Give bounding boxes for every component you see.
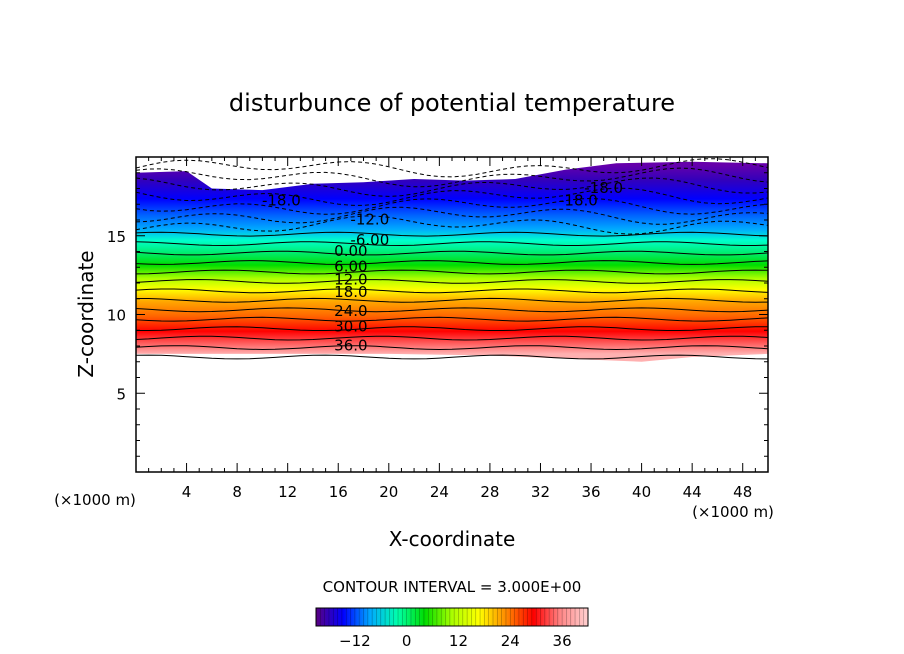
contour-line <box>136 345 768 351</box>
contour-line <box>136 269 768 275</box>
colorbar: −12 0 12 24 36 <box>315 607 589 650</box>
contour-label: 30.0 <box>334 318 367 336</box>
contour-line <box>136 158 768 178</box>
contour-line <box>136 260 768 265</box>
y-axis-unit: (×1000 m) <box>54 491 136 509</box>
contour-label: 24.0 <box>334 302 367 320</box>
contour-label: -18.0 <box>584 179 623 197</box>
contour-label: 0.00 <box>334 242 367 260</box>
contour-line <box>136 241 768 247</box>
contour-line <box>136 335 768 341</box>
contour-label: 6.00 <box>334 258 367 276</box>
contour-line <box>136 231 768 237</box>
contour-label: -6.00 <box>350 231 389 249</box>
colorbar-tick-label: 36 <box>553 632 572 650</box>
contour-line <box>136 288 768 294</box>
x-tick-label: 32 <box>531 483 550 501</box>
contour-line <box>136 187 768 206</box>
contour-line <box>136 297 768 303</box>
colorbar-tick-label: 0 <box>402 632 412 650</box>
colorbar-tick-label: 12 <box>449 632 468 650</box>
contour-label: -12.0 <box>350 210 389 228</box>
x-tick-label: 36 <box>581 483 600 501</box>
x-tick-label: 28 <box>480 483 499 501</box>
x-tick-label: 16 <box>329 483 348 501</box>
contour-line <box>136 326 768 331</box>
plot-area <box>136 158 768 362</box>
contour-line <box>136 167 768 188</box>
x-tick-label: 48 <box>733 483 752 501</box>
y-tick-label: 10 <box>107 307 126 325</box>
contour-label: 12.0 <box>334 270 367 288</box>
colorbar-tick-label: 24 <box>501 632 520 650</box>
contour-line <box>136 206 768 225</box>
x-axis-unit: (×1000 m) <box>692 503 774 521</box>
x-tick-label: 12 <box>278 483 297 501</box>
contour-line <box>136 307 768 313</box>
contour-label: -18.0 <box>262 192 301 210</box>
colorbar-tick-label: −12 <box>339 632 371 650</box>
x-tick-label: 8 <box>232 483 242 501</box>
temperature-field <box>136 161 768 362</box>
x-tick-label: 4 <box>182 483 192 501</box>
colorbar-fill <box>316 608 588 626</box>
x-tick-label: 40 <box>632 483 651 501</box>
x-tick-label: 24 <box>430 483 449 501</box>
x-tick-label: 44 <box>683 483 702 501</box>
contour-line <box>136 316 768 322</box>
contour-lines <box>136 158 768 360</box>
contour-line <box>136 278 768 284</box>
contour-label: 36.0 <box>334 336 367 354</box>
contour-line <box>136 197 768 215</box>
colorbar-ticks: −12 0 12 24 36 <box>339 632 572 650</box>
contour-interval-label: CONTOUR INTERVAL = 3.000E+00 <box>323 578 582 596</box>
x-axis-title: X-coordinate <box>389 527 516 551</box>
contour-line <box>136 177 768 197</box>
contour-line <box>136 250 768 256</box>
contour-label: 18.0 <box>334 283 367 301</box>
contour-label: -18.0 <box>559 192 598 210</box>
chart-title: disturbunce of potential temperature <box>229 89 675 117</box>
y-tick-label: 5 <box>116 385 126 403</box>
colorbar-cells <box>315 608 589 626</box>
contour-line <box>136 215 768 235</box>
x-tick-label: 20 <box>379 483 398 501</box>
y-tick-label: 15 <box>107 228 126 246</box>
contour-line <box>136 354 768 360</box>
contour-labels: -18.0-18.0-18.0-12.0-6.000.006.0012.018.… <box>262 179 623 354</box>
colorbar-frame <box>315 607 589 627</box>
y-axis-title: Z-coordinate <box>74 250 98 377</box>
